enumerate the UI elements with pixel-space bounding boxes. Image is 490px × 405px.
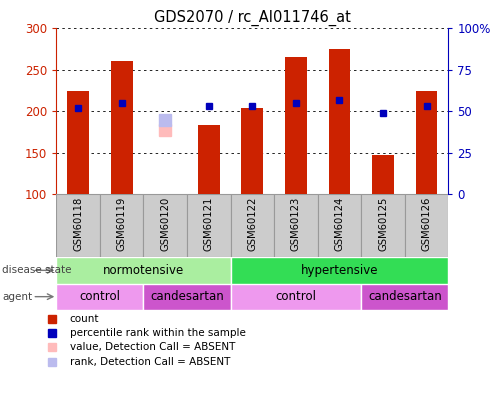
Bar — [111, 61, 133, 194]
Text: percentile rank within the sample: percentile rank within the sample — [70, 328, 245, 338]
Bar — [242, 108, 263, 194]
Text: candesartan: candesartan — [150, 290, 224, 303]
Bar — [231, 284, 361, 310]
Text: GSM60123: GSM60123 — [291, 197, 301, 251]
Text: GSM60126: GSM60126 — [421, 197, 432, 251]
Bar — [318, 194, 361, 257]
Bar — [56, 284, 144, 310]
Text: count: count — [70, 314, 99, 324]
Title: GDS2070 / rc_AI011746_at: GDS2070 / rc_AI011746_at — [154, 9, 351, 26]
Text: GSM60125: GSM60125 — [378, 197, 388, 251]
Bar — [361, 284, 448, 310]
Bar — [361, 194, 405, 257]
Bar — [416, 91, 438, 194]
Bar — [274, 194, 318, 257]
Text: normotensive: normotensive — [103, 264, 184, 277]
Text: hypertensive: hypertensive — [301, 264, 378, 277]
Bar — [56, 194, 100, 257]
Bar — [144, 284, 231, 310]
Text: candesartan: candesartan — [368, 290, 441, 303]
Text: GSM60119: GSM60119 — [117, 197, 127, 251]
Bar — [100, 194, 144, 257]
Text: control: control — [275, 290, 317, 303]
Bar — [56, 257, 231, 284]
Text: agent: agent — [2, 292, 32, 302]
Text: GSM60122: GSM60122 — [247, 197, 257, 251]
Bar — [67, 92, 89, 194]
Text: GSM60120: GSM60120 — [160, 197, 170, 251]
Bar — [144, 194, 187, 257]
Bar — [231, 257, 448, 284]
Bar — [329, 49, 350, 194]
Bar — [372, 156, 394, 194]
Text: GSM60124: GSM60124 — [335, 197, 344, 251]
Text: value, Detection Call = ABSENT: value, Detection Call = ABSENT — [70, 342, 235, 352]
Text: rank, Detection Call = ABSENT: rank, Detection Call = ABSENT — [70, 356, 230, 367]
Text: control: control — [79, 290, 121, 303]
Bar — [198, 126, 220, 194]
Text: GSM60121: GSM60121 — [204, 197, 214, 251]
Bar — [285, 58, 307, 194]
Text: GSM60118: GSM60118 — [73, 197, 83, 251]
Bar — [187, 194, 231, 257]
Bar — [405, 194, 448, 257]
Text: disease state: disease state — [2, 265, 72, 275]
Bar — [231, 194, 274, 257]
